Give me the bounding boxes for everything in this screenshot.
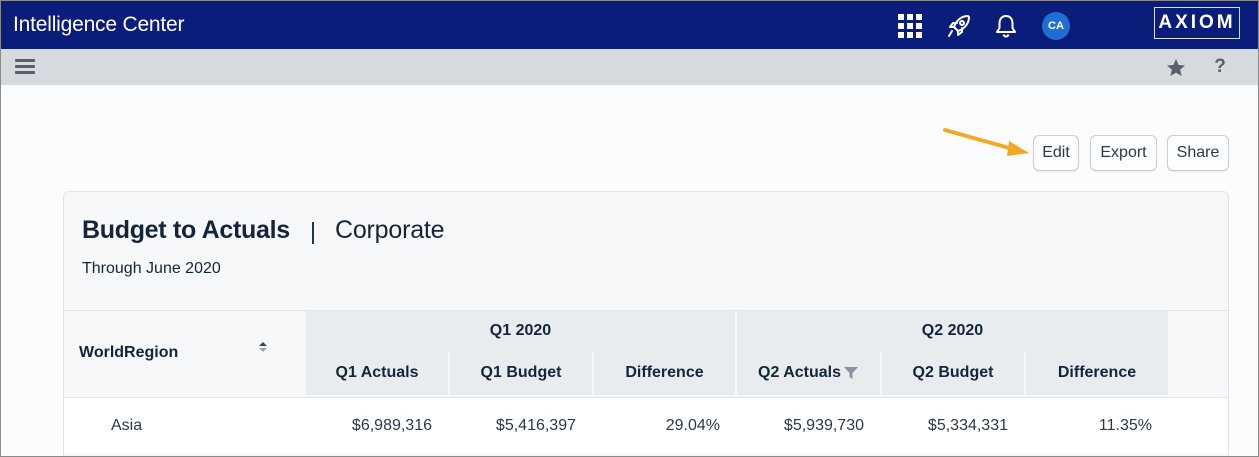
star-icon[interactable]	[1165, 57, 1187, 79]
user-avatar[interactable]: CA	[1042, 12, 1070, 40]
rocket-icon[interactable]	[946, 13, 972, 39]
annotation-arrow	[943, 128, 1029, 156]
column-header[interactable]: Difference	[1026, 352, 1168, 395]
edit-button[interactable]: Edit	[1033, 135, 1079, 171]
column-header[interactable]: Q1 Actuals	[306, 352, 448, 395]
bell-icon[interactable]	[993, 13, 1019, 39]
value-cell: $5,416,397	[495, 417, 576, 434]
table-row[interactable]: Asia $6,989,316 $5,416,397 29.04% $5,939…	[64, 397, 1228, 454]
sort-icon[interactable]	[257, 341, 269, 353]
help-icon[interactable]: ?	[1214, 56, 1226, 77]
filter-icon[interactable]	[843, 366, 859, 380]
value-cell: $5,334,331	[927, 417, 1008, 434]
report-subtitle: Corporate	[335, 216, 445, 244]
column-group-q1: Q1 2020	[306, 311, 735, 352]
value-cell: 11.35%	[1098, 417, 1152, 434]
top-navigation-bar: Intelligence Center CA AXI	[1, 1, 1258, 49]
report-date-range: Through June 2020	[82, 260, 221, 277]
export-button[interactable]: Export	[1090, 135, 1157, 171]
axiom-logo: AXIOM	[1154, 7, 1240, 39]
secondary-toolbar: ?	[1, 49, 1258, 85]
report-title: Budget to Actuals	[82, 216, 290, 244]
card-divider	[64, 310, 1228, 311]
share-button[interactable]: Share	[1167, 135, 1229, 171]
app-title: Intelligence Center	[13, 13, 185, 36]
column-header[interactable]: Q2 Budget	[882, 352, 1024, 395]
column-header[interactable]: Q1 Budget	[450, 352, 592, 395]
column-header[interactable]: Difference	[594, 352, 735, 395]
column-header-label: Q2 Actuals	[758, 364, 841, 381]
menu-icon[interactable]	[15, 59, 37, 75]
column-header-filtered[interactable]: Q2 Actuals	[737, 352, 880, 395]
value-cell: $6,989,316	[351, 417, 432, 434]
value-cell: $5,939,730	[783, 417, 864, 434]
apps-grid-icon[interactable]	[897, 13, 923, 39]
column-group-q2: Q2 2020	[737, 311, 1168, 352]
row-header-label: WorldRegion	[79, 344, 179, 361]
region-cell: Asia	[111, 417, 143, 434]
report-card: Budget to Actuals | Corporate Through Ju…	[63, 191, 1229, 456]
row-header-cell[interactable]: WorldRegion	[64, 311, 305, 397]
title-separator: |	[310, 218, 316, 244]
value-cell: 29.04%	[665, 417, 720, 434]
